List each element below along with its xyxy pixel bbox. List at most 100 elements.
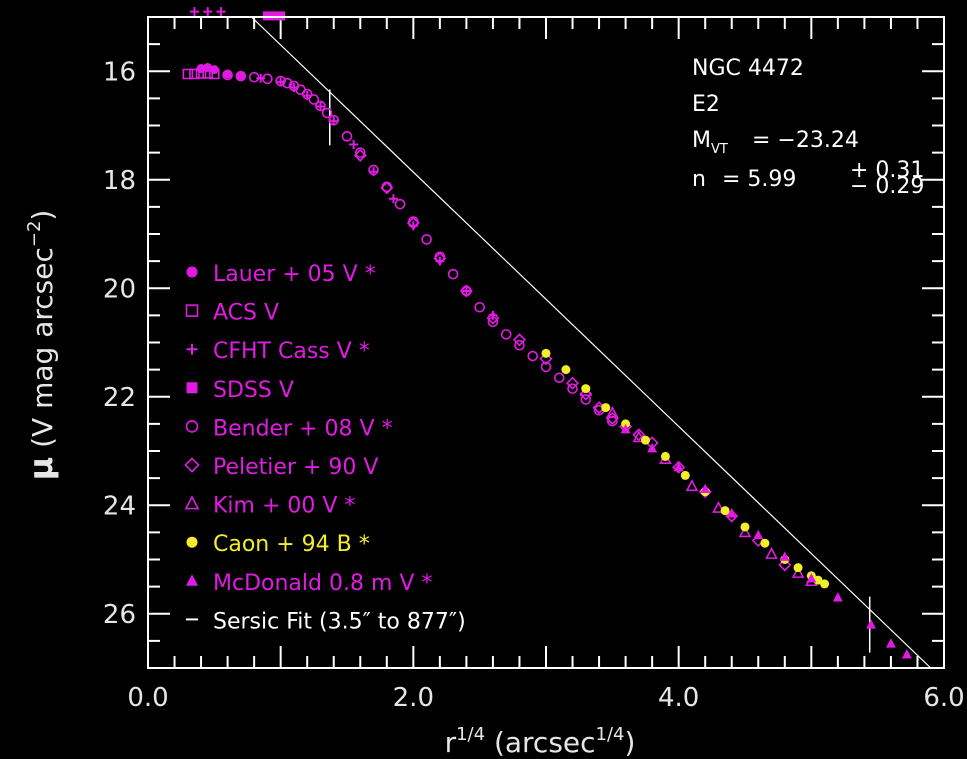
data-point-shape — [712, 500, 725, 513]
legend-marker-shape — [185, 420, 199, 433]
data-point — [500, 329, 512, 340]
data-point — [368, 164, 379, 176]
data-point — [474, 301, 485, 313]
magnitude-value: = −23.24 — [752, 128, 859, 153]
legend-marker-shape — [184, 457, 200, 473]
data-point — [901, 649, 912, 659]
data-point — [394, 198, 406, 210]
data-point — [726, 507, 737, 518]
data-point-shape — [632, 430, 646, 443]
x-axis-label-units-exp: 1/4 — [596, 724, 625, 745]
data-point-shape — [620, 423, 631, 434]
data-point-shape — [806, 573, 817, 583]
data-point-shape — [315, 100, 326, 112]
x-tick-labels: 0.0 2.0 4.0 6.0 — [127, 683, 964, 713]
data-point — [720, 506, 730, 516]
data-point-shape — [433, 251, 447, 265]
info-box: NGC 4472 E2 MVT = −23.24 n = 5.99 + 0.31 … — [692, 56, 924, 199]
magnitude-sub: VT — [711, 142, 728, 157]
data-point-shape — [606, 405, 619, 418]
legend-label: SDSS V — [213, 378, 294, 403]
data-point — [601, 403, 611, 413]
data-point — [753, 529, 764, 540]
y-tick-label: 18 — [103, 166, 136, 196]
data-point-shape — [269, 11, 279, 21]
magnitude-label: M — [692, 128, 711, 153]
data-point-shape — [486, 311, 500, 325]
data-point — [421, 234, 432, 245]
x-axis-label: r1/4 (arcsec1/4) — [445, 724, 636, 759]
legend-item: Kim + 00 V * — [184, 494, 355, 519]
data-point — [866, 619, 876, 629]
data-point — [779, 551, 790, 561]
data-point-shape — [276, 11, 286, 21]
y-tick-label: 24 — [103, 491, 136, 521]
data-point — [486, 311, 500, 325]
data-point-shape — [680, 470, 690, 480]
x-tick-label: 0.0 — [127, 683, 168, 713]
galaxy-name: NGC 4472 — [692, 56, 804, 81]
data-point — [406, 216, 420, 230]
data-point — [202, 68, 213, 79]
data-point-shape — [527, 350, 539, 362]
data-point-shape — [406, 216, 420, 230]
x-tick-label: 4.0 — [658, 683, 699, 713]
data-point — [222, 69, 233, 81]
legend-marker-shape — [186, 382, 198, 394]
data-point-shape — [660, 451, 670, 461]
sersic-n-value: = 5.99 — [722, 167, 796, 192]
x-tick-label: 2.0 — [393, 683, 434, 713]
data-point-shape — [820, 579, 830, 589]
legend-marker — [186, 382, 198, 394]
data-point — [791, 565, 805, 578]
data-point-shape — [647, 442, 658, 453]
data-point-shape — [672, 460, 686, 474]
data-point-shape — [581, 384, 591, 394]
data-point-shape — [720, 506, 730, 516]
data-point-shape — [380, 181, 394, 195]
legend-marker-shape — [186, 266, 198, 278]
magnitude-line: MVT = −23.24 — [692, 128, 859, 157]
legend-marker — [186, 536, 198, 548]
data-point-shape — [541, 348, 551, 358]
y-tick-label: 26 — [103, 600, 136, 630]
data-point-shape — [726, 507, 737, 518]
data-point — [182, 68, 194, 80]
x-tick-label: 6.0 — [923, 683, 964, 713]
legend-marker — [186, 343, 198, 355]
data-point-shape — [354, 147, 366, 158]
y-tick-label: 22 — [103, 383, 136, 413]
legend-marker — [185, 304, 199, 317]
data-point-shape — [459, 284, 473, 298]
data-point — [566, 376, 580, 390]
data-point-shape — [202, 68, 213, 79]
x-axis-label-exp: 1/4 — [456, 724, 485, 745]
y-tick-label: 16 — [103, 57, 136, 87]
data-point — [328, 114, 340, 126]
data-point-shape — [885, 638, 896, 648]
data-point — [832, 592, 843, 602]
series-acs-v — [182, 68, 220, 80]
legend: Lauer + 05 V * ACS V CFHT Cass V * SDSS V Be… — [184, 262, 466, 634]
data-point-shape — [222, 69, 233, 81]
data-point — [700, 483, 711, 494]
data-point — [353, 148, 367, 162]
data-point — [712, 500, 725, 513]
legend-label: Sersic Fit (3.5″ to 877″) — [213, 609, 466, 634]
data-point-shape — [632, 428, 646, 442]
data-point-shape — [740, 522, 750, 532]
data-point — [447, 268, 459, 280]
data-point — [321, 107, 333, 119]
legend-item: Caon + 94 B * — [186, 532, 370, 557]
data-point — [581, 384, 591, 394]
data-point — [235, 70, 247, 82]
galaxy-type: E2 — [692, 92, 720, 117]
legend-label: ACS V — [213, 301, 279, 326]
data-point-shape — [641, 435, 650, 445]
legend-marker — [186, 266, 198, 278]
data-point-shape — [447, 268, 459, 280]
data-point-shape — [353, 148, 367, 162]
x-axis-label-close: ) — [625, 726, 636, 759]
